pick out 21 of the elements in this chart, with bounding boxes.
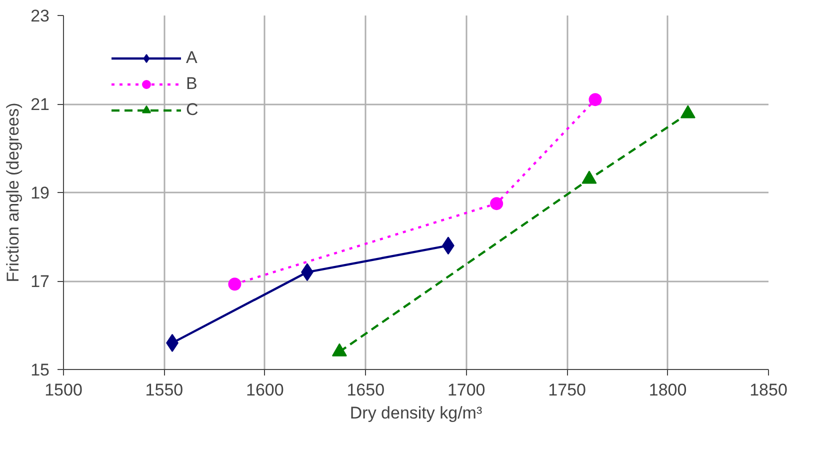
point	[228, 278, 242, 291]
x-tick-label: 1750	[548, 380, 586, 400]
y-tick-label: 19	[30, 184, 50, 202]
y-tick-label: 21	[30, 95, 50, 114]
x-tick-label: 1700	[447, 380, 486, 400]
x-tick-label: 1850	[750, 380, 788, 400]
x-tick-label: 1600	[246, 380, 284, 400]
x-tick-label: 1800	[648, 380, 687, 400]
legend-label: B	[186, 74, 198, 94]
y-tick-label: 17	[30, 272, 50, 291]
x-tick-label: 1550	[145, 380, 184, 400]
y-axis-title: Friction angle (degrees)	[4, 102, 23, 282]
x-tick-label: 1650	[346, 380, 385, 400]
x-tick-label: 1500	[44, 380, 82, 400]
x-axis-title: Dry density kg/m³	[350, 404, 482, 422]
y-tick-label: 15	[30, 360, 50, 380]
point	[588, 93, 602, 106]
legend-label: A	[186, 48, 198, 68]
y-tick-label: 23	[30, 6, 50, 26]
legend-label: C	[186, 100, 200, 120]
point	[490, 197, 504, 210]
